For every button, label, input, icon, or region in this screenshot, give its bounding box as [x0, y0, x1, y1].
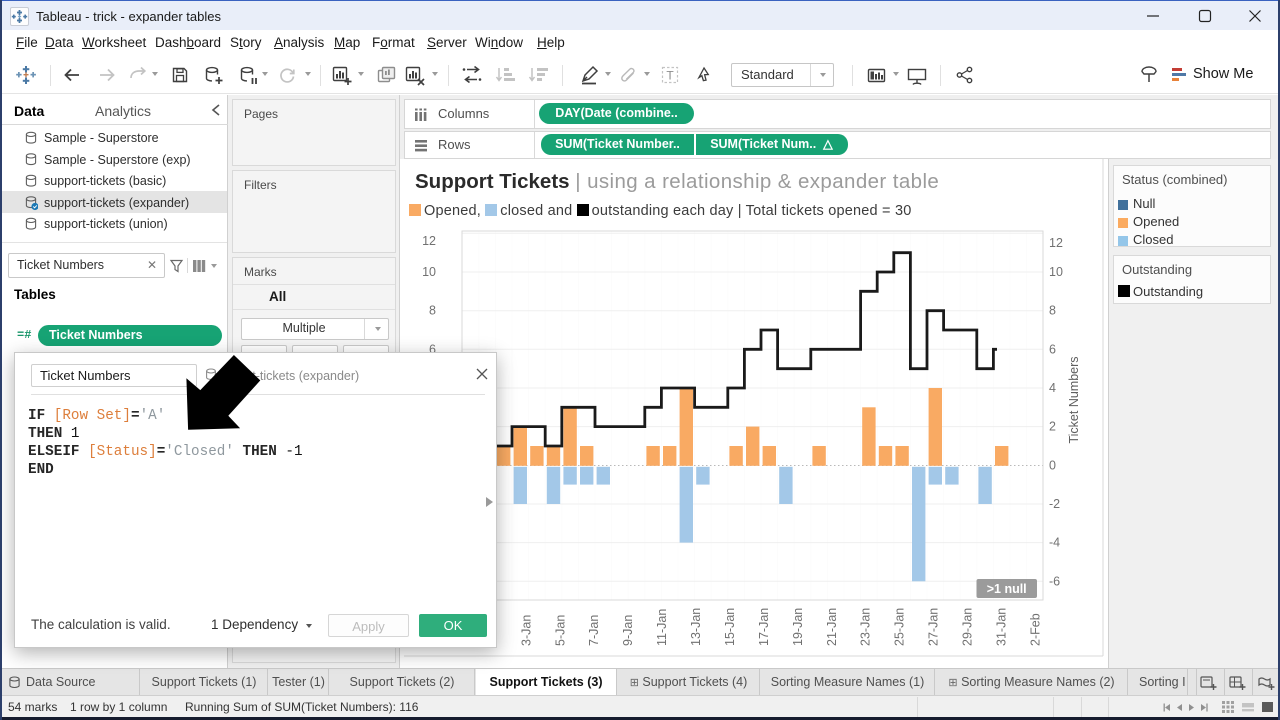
svg-text:31-Jan: 31-Jan [995, 608, 1009, 646]
svg-text:Ticket Numbers: Ticket Numbers [1067, 356, 1081, 443]
svg-text:27-Jan: 27-Jan [927, 608, 941, 646]
svg-text:2-Feb: 2-Feb [1028, 613, 1042, 646]
svg-text:T: T [666, 69, 674, 83]
svg-text:23-Jan: 23-Jan [859, 608, 873, 646]
svg-text:29-Jan: 29-Jan [961, 608, 975, 646]
svg-text:12: 12 [422, 234, 436, 248]
svg-text:2: 2 [1049, 420, 1056, 434]
svg-text:10: 10 [1049, 265, 1063, 279]
svg-text:0: 0 [1049, 458, 1056, 472]
svg-text:6: 6 [429, 342, 436, 356]
svg-text:3-Jan: 3-Jan [519, 615, 533, 646]
svg-text:10: 10 [422, 265, 436, 279]
svg-text:6: 6 [1049, 342, 1056, 356]
svg-text:7-Jan: 7-Jan [587, 615, 601, 646]
svg-text:-6: -6 [1049, 574, 1060, 588]
svg-text:4: 4 [1049, 381, 1056, 395]
svg-text:12: 12 [1049, 236, 1063, 250]
svg-text:8: 8 [1049, 304, 1056, 318]
svg-text:-4: -4 [1049, 536, 1060, 550]
svg-text:17-Jan: 17-Jan [757, 608, 771, 646]
svg-text:>1 null: >1 null [987, 582, 1027, 596]
svg-text:19-Jan: 19-Jan [791, 608, 805, 646]
svg-text:21-Jan: 21-Jan [825, 608, 839, 646]
svg-text:15-Jan: 15-Jan [723, 608, 737, 646]
svg-text:25-Jan: 25-Jan [893, 608, 907, 646]
svg-text:9-Jan: 9-Jan [621, 615, 635, 646]
svg-text:-2: -2 [1049, 497, 1060, 511]
svg-text:11-Jan: 11-Jan [655, 609, 669, 646]
svg-text:5-Jan: 5-Jan [553, 615, 567, 646]
svg-text:13-Jan: 13-Jan [689, 608, 703, 646]
svg-text:8: 8 [429, 304, 436, 318]
